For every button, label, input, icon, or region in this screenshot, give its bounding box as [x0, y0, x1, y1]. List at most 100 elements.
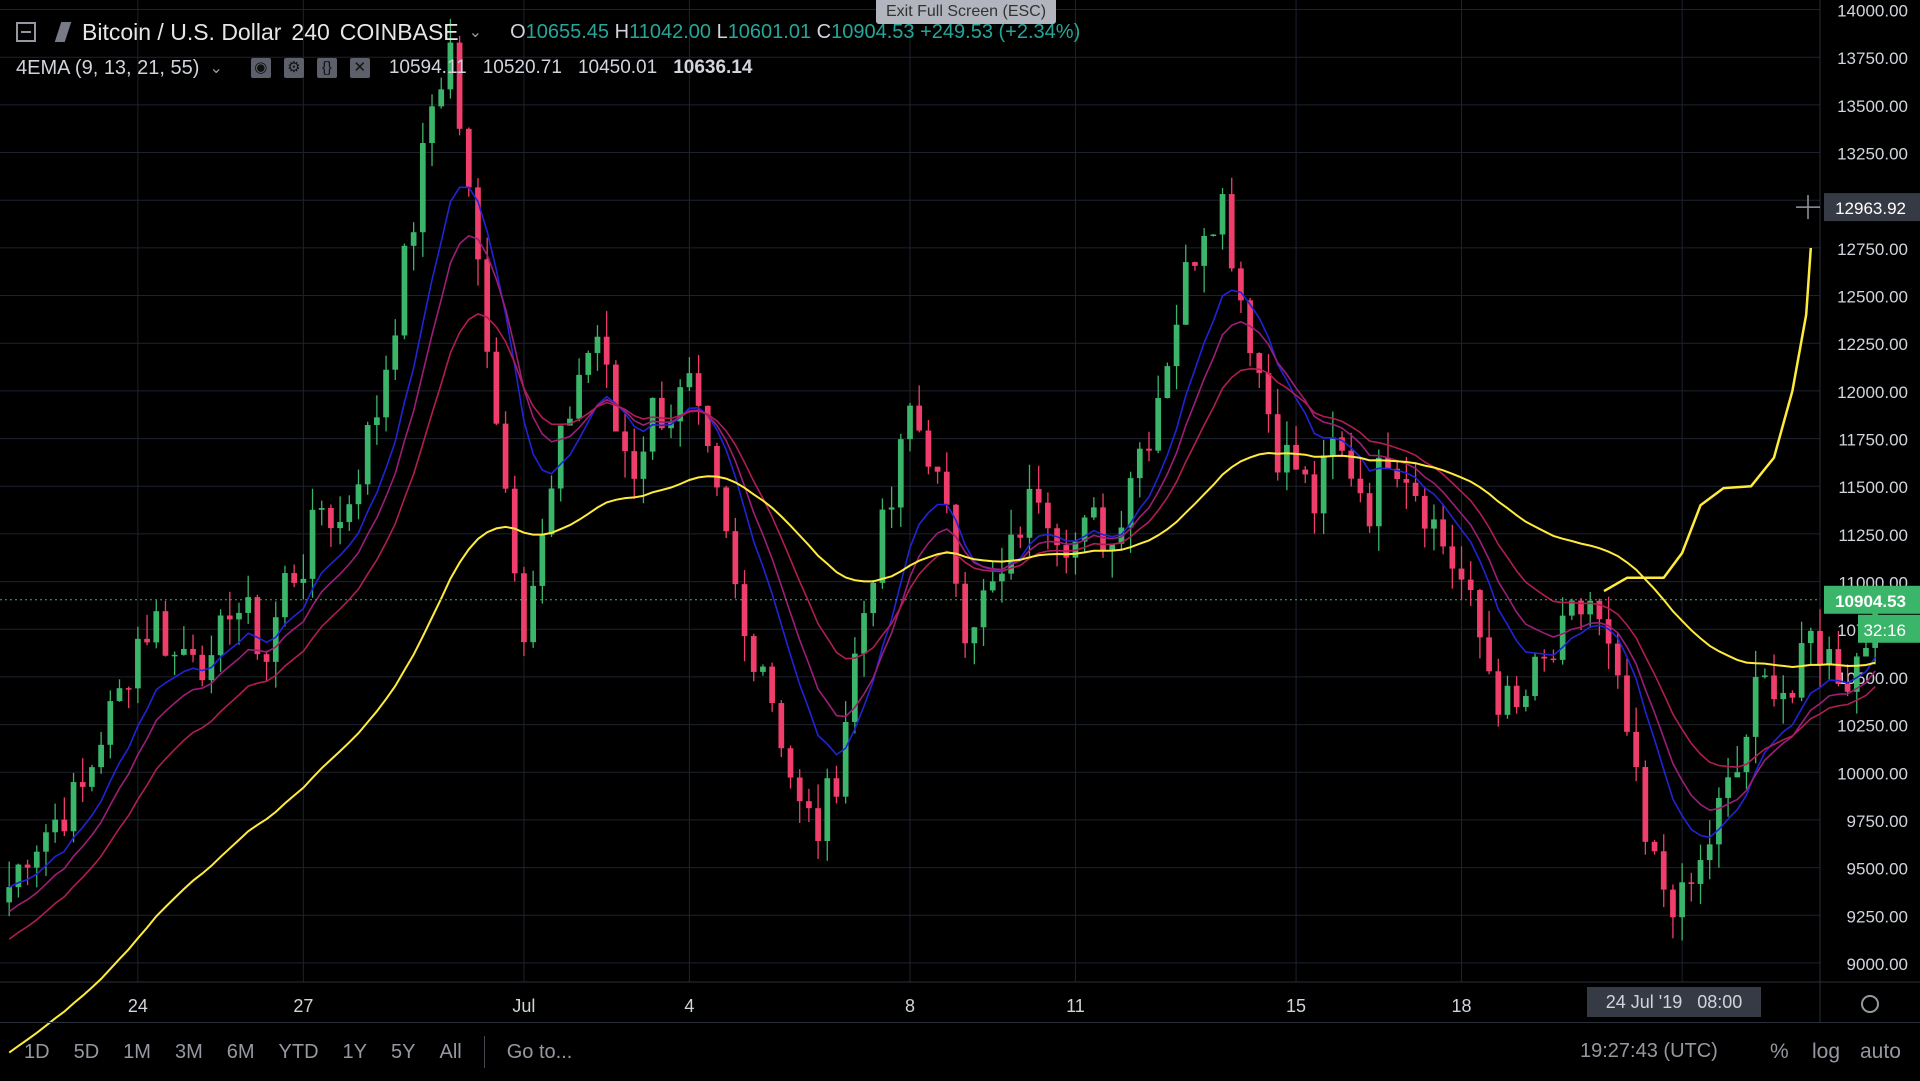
indicator-name[interactable]: 4EMA (9, 13, 21, 55) — [16, 56, 200, 79]
candle-body — [309, 509, 316, 579]
candle-body — [1844, 683, 1851, 692]
log-toggle[interactable]: log — [1812, 1040, 1841, 1063]
candle-body — [401, 245, 408, 336]
countdown-tag — [1858, 614, 1920, 643]
tf-5y[interactable]: 5Y — [391, 1040, 416, 1063]
candle-body — [1734, 772, 1741, 778]
exchange-label[interactable]: COINBASE — [339, 18, 459, 45]
close-icon[interactable]: ✕ — [349, 58, 370, 78]
tf-5d[interactable]: 5D — [73, 1040, 100, 1063]
candle-body — [732, 531, 739, 585]
eye-icon[interactable]: ◉ — [250, 58, 271, 78]
exit-fullscreen-button[interactable]: Exit Full Screen (ESC) — [876, 0, 1057, 24]
candle-body — [879, 509, 886, 583]
candle-body — [686, 373, 693, 388]
candle-body — [1375, 457, 1382, 527]
candle-body — [1587, 600, 1594, 615]
candle-body — [1366, 493, 1373, 527]
chevron-down-icon[interactable]: ⌄ — [209, 60, 223, 77]
candle-body — [1725, 777, 1731, 798]
goto-button[interactable]: Go to... — [506, 1040, 573, 1063]
candle-body — [1256, 353, 1263, 373]
candle-body — [475, 187, 481, 260]
candle-body — [677, 387, 684, 422]
candle-body — [1026, 488, 1033, 538]
settings-gear-icon — [1861, 995, 1879, 1013]
candle-body — [1182, 262, 1189, 325]
candle-body — [1100, 507, 1106, 552]
candle-body — [1201, 235, 1207, 266]
candle-body — [1642, 767, 1649, 842]
tf-3m[interactable]: 3M — [174, 1040, 203, 1063]
percent-toggle[interactable]: % — [1770, 1040, 1789, 1063]
tf-6m[interactable]: 6M — [226, 1040, 255, 1063]
candle-body — [1660, 851, 1667, 890]
candle-body — [263, 654, 270, 662]
price-tick-label: 10000.00 — [1837, 764, 1908, 783]
candle-body — [1440, 519, 1446, 547]
candle-body — [33, 851, 40, 868]
candle-body — [658, 397, 665, 429]
price-tick-label: 9000.00 — [1847, 955, 1908, 974]
candle-body — [346, 504, 353, 523]
candle-body — [1385, 457, 1391, 469]
candle-body — [1146, 448, 1152, 451]
ema-9-line — [8, 186, 1876, 888]
candle-body — [1688, 882, 1695, 884]
candle-body — [1421, 495, 1428, 529]
candle-body — [1716, 797, 1722, 845]
candle-body — [245, 597, 252, 613]
tf-1y[interactable]: 1Y — [342, 1040, 368, 1063]
collapse-legend-icon[interactable] — [16, 22, 36, 42]
utc-clock[interactable]: 19:27:43 (UTC) — [1580, 1040, 1718, 1062]
tf-1m[interactable]: 1M — [123, 1040, 151, 1063]
candle-body — [236, 612, 242, 620]
candle-body — [1431, 519, 1437, 529]
tf-1d[interactable]: 1D — [24, 1040, 50, 1063]
ohlc-values: O10655.45 H11042.00 L10601.01 C10904.53 … — [510, 20, 1081, 43]
candle-body — [1633, 731, 1640, 768]
candle-body — [1624, 675, 1630, 732]
candle-body — [815, 808, 821, 842]
candle-body — [79, 782, 86, 787]
price-tick-label: 13750.00 — [1837, 49, 1908, 68]
symbol-name[interactable]: Bitcoin / U.S. Dollar — [82, 18, 282, 45]
candle-body — [1826, 649, 1833, 666]
candle-body — [907, 405, 913, 440]
candle-body — [355, 484, 362, 505]
candle-body — [870, 582, 877, 614]
gear-icon[interactable]: ⚙ — [283, 58, 304, 78]
last-price-tag — [1824, 585, 1920, 614]
candle-body — [1412, 482, 1419, 496]
tf-ytd[interactable]: YTD — [278, 1040, 319, 1063]
price-tick-label: 11500.00 — [1838, 478, 1908, 497]
candle-body — [6, 887, 13, 903]
candle-body — [1605, 619, 1612, 644]
candle-body — [1348, 450, 1355, 479]
candle-body — [447, 42, 454, 90]
candle-body — [1670, 889, 1676, 918]
auto-toggle[interactable]: auto — [1860, 1040, 1901, 1063]
code-icon[interactable]: {} — [316, 58, 337, 78]
cursor-date-label: 24 Jul '19 08:00 — [1587, 987, 1761, 1017]
candle-body — [695, 373, 702, 406]
candle-body — [1596, 600, 1603, 620]
chevron-down-icon[interactable]: ⌄ — [468, 24, 483, 41]
candle-body — [1155, 398, 1162, 451]
tf-all[interactable]: All — [439, 1040, 462, 1063]
candle-body — [851, 653, 858, 722]
candle-body — [484, 259, 491, 352]
interval-label[interactable]: 240 — [291, 18, 330, 45]
candle-body — [364, 425, 371, 485]
candle-body — [61, 819, 68, 832]
time-tick-label: 8 — [905, 996, 915, 1016]
projection-drawing — [1603, 247, 1813, 593]
time-tick-label: 11 — [1066, 996, 1085, 1016]
candle-body — [1513, 685, 1520, 708]
candle-body — [1320, 455, 1327, 514]
candle-body — [833, 778, 840, 797]
candle-body — [943, 471, 950, 505]
candle-body — [1467, 579, 1474, 591]
candle-body — [806, 801, 812, 809]
